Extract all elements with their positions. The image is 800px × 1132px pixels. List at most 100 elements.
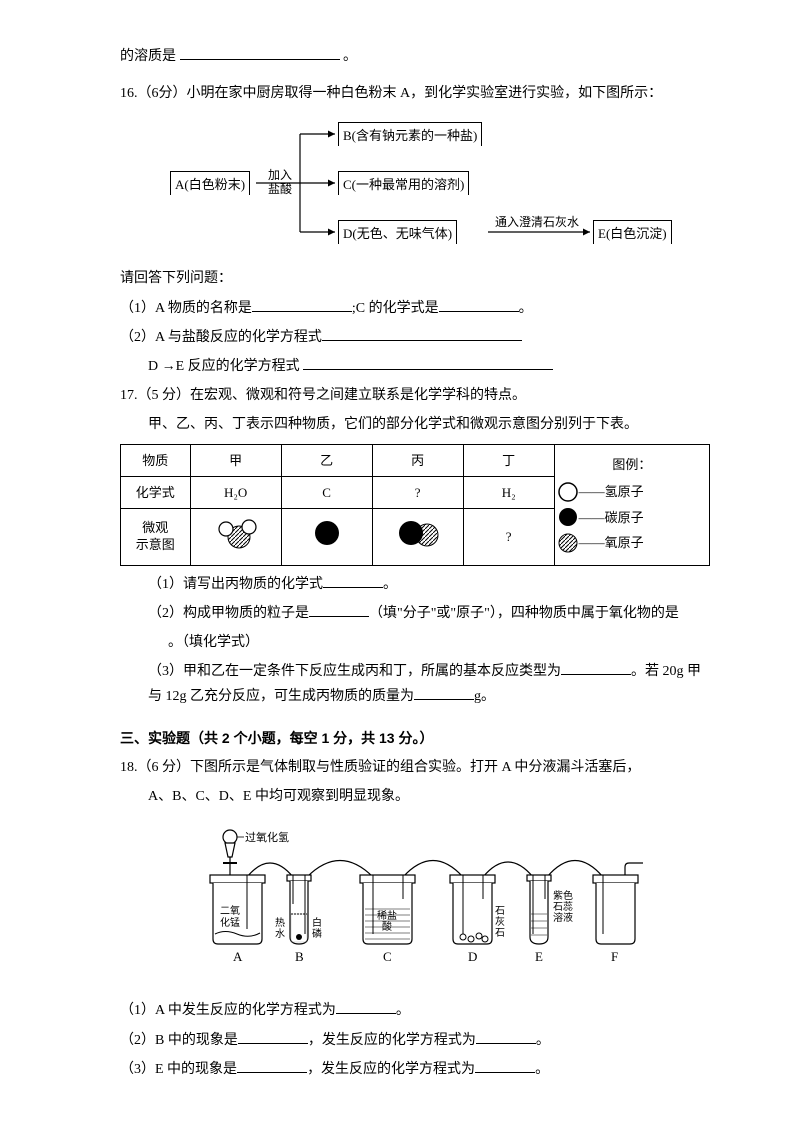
svg-text:酸: 酸 <box>382 920 392 933</box>
q18-p1: （1）A 中发生反应的化学方程式为 。 <box>120 998 710 1023</box>
q18-p2b: ，发生反应的化学方程式为 <box>308 1033 476 1048</box>
box-c: C(一种最常用的溶剂) <box>338 171 469 195</box>
bottle-c-label: C <box>383 949 392 964</box>
svg-text:水: 水 <box>275 928 285 940</box>
q17-p1: （1）请写出丙物质的化学式 。 <box>120 572 710 597</box>
bottle-f-label: F <box>611 949 618 964</box>
legend-title: 图例： <box>557 453 707 476</box>
flow-svg: A(白色粉末) 加入 盐酸 B(含有钠元素的一种盐) C(一种最常用的溶剂) D… <box>160 116 680 256</box>
blank[interactable] <box>322 340 522 341</box>
tube-e: 紫色石蕊溶液 E <box>527 875 573 964</box>
q18-p3: （3）E 中的现象是 ，发生反应的化学方程式为 。 <box>120 1057 710 1082</box>
tube-b: 热水 白磷 B <box>275 875 322 964</box>
blank[interactable] <box>303 369 553 370</box>
svg-text:灰: 灰 <box>495 915 505 928</box>
q16-stem: 16.（6分）小明在家中厨房取得一种白色粉末 A，到化学实验室进行实验，如下图所… <box>120 81 710 106</box>
q18-p3b: ，发生反应的化学方程式为 <box>307 1062 475 1077</box>
bottle-f: F <box>593 863 643 964</box>
micro-jia <box>190 509 281 565</box>
cell-c: C <box>281 476 372 508</box>
end: 。 <box>519 301 533 316</box>
svg-text:白: 白 <box>312 916 322 929</box>
svg-text:紫色: 紫色 <box>553 889 573 902</box>
blank[interactable] <box>237 1072 307 1073</box>
th-bing: 丙 <box>372 444 463 476</box>
bottle-e-label: E <box>535 949 543 964</box>
q17-table: 物质 甲 乙 丙 丁 图例： ——氢原子 ——碳原子 ——氧原子 化学式 H₂O… <box>120 444 710 566</box>
blank[interactable] <box>336 1013 396 1014</box>
th-yi: 乙 <box>281 444 372 476</box>
intro-end: 。 <box>343 49 357 64</box>
pass-label: 通入澄清石灰水 <box>495 214 579 229</box>
c-atom-icon <box>557 506 579 528</box>
q17-stem2: 甲、乙、丙、丁表示四种物质，它们的部分化学式和微观示意图分别列于下表。 <box>120 412 710 437</box>
row1-label: 化学式 <box>121 476 191 508</box>
cell-q: ? <box>372 476 463 508</box>
q16-flow-diagram: A(白色粉末) 加入 盐酸 B(含有钠元素的一种盐) C(一种最常用的溶剂) D… <box>160 116 680 256</box>
section3-title: 三、实验题（共 2 个小题，每空 1 分，共 13 分。） <box>120 726 710 751</box>
q18-p3a: （3）E 中的现象是 <box>120 1062 237 1077</box>
blank[interactable] <box>475 1072 535 1073</box>
blank[interactable] <box>309 616 369 617</box>
bottle-a: 二氧 化锰 A <box>210 875 265 964</box>
blank[interactable] <box>439 311 519 312</box>
intro-line: 的溶质是 。 <box>120 44 710 69</box>
legend-c: ——碳原子 <box>579 506 644 529</box>
micro-ding: ? <box>463 509 554 565</box>
end: 。 <box>536 1033 550 1048</box>
q18-p2: （2）B 中的现象是，发生反应的化学方程式为。 <box>120 1028 710 1053</box>
q16-p2b-text: D →E 反应的化学方程式 <box>148 359 300 374</box>
q16-p2: （2）A 与盐酸反应的化学方程式 <box>120 325 710 350</box>
blank[interactable] <box>414 699 474 700</box>
legend-h: ——氢原子 <box>579 480 644 503</box>
th-jia: 甲 <box>190 444 281 476</box>
end: 。 <box>396 1003 410 1018</box>
q18-stem: 18.（6 分）下图所示是气体制取与性质验证的组合实验。打开 A 中分液漏斗活塞… <box>120 755 710 780</box>
q17-p2b: （填"分子"或"原子"），四种物质中属于氧化物的是 <box>369 606 679 621</box>
q17-stem: 17.（5 分）在宏观、微观和符号之间建立联系是化学学科的特点。 <box>120 383 710 408</box>
blank[interactable] <box>561 674 631 675</box>
end: 。 <box>535 1062 549 1077</box>
q18-stem2: A、B、C、D、E 中均可观察到明显现象。 <box>120 784 710 809</box>
blank[interactable] <box>323 587 383 588</box>
q17-p3c: g。 <box>474 689 495 704</box>
cell-h2: H₂ <box>463 476 554 508</box>
bottle-b-label: B <box>295 949 304 964</box>
svg-text:热: 热 <box>275 916 285 929</box>
intro-text: 的溶质是 <box>120 49 176 64</box>
cell-h2o: H₂O <box>190 476 281 508</box>
svg-text:石蕊: 石蕊 <box>553 901 573 913</box>
svg-text:石: 石 <box>495 906 505 917</box>
box-e: E(白色沉淀) <box>593 220 672 244</box>
blank[interactable] <box>238 1043 308 1044</box>
bottle-d-label: D <box>468 949 477 964</box>
q16-p1b: ;C 的化学式是 <box>352 301 439 316</box>
svg-text:二氧: 二氧 <box>220 904 240 917</box>
svg-text:溶液: 溶液 <box>553 911 573 924</box>
end: 。 <box>383 577 397 592</box>
h-atom-icon <box>557 481 579 503</box>
q16-p2a: （2）A 与盐酸反应的化学方程式 <box>120 330 322 345</box>
q16-p2b: D →E 反应的化学方程式 <box>120 354 710 379</box>
box-a: A(白色粉末) <box>170 171 250 195</box>
q16-p1: （1）A 物质的名称是;C 的化学式是。 <box>120 296 710 321</box>
box-d: D(无色、无味气体) <box>338 220 457 244</box>
q18-p1-text: （1）A 中发生反应的化学方程式为 <box>120 1003 336 1018</box>
blank[interactable] <box>252 311 352 312</box>
blank[interactable] <box>476 1043 536 1044</box>
svg-text:稀盐: 稀盐 <box>377 909 397 922</box>
blank[interactable] <box>180 59 340 60</box>
q17-p1-text: （1）请写出丙物质的化学式 <box>148 577 323 592</box>
bottle-a-label: A <box>233 949 243 964</box>
add-label1: 加入 <box>268 168 292 182</box>
svg-text:磷: 磷 <box>312 927 322 940</box>
box-b: B(含有钠元素的一种盐) <box>338 122 482 146</box>
svg-text:石: 石 <box>495 928 505 939</box>
q16-ask: 请回答下列问题： <box>120 266 710 291</box>
micro-yi <box>281 509 372 565</box>
th-ding: 丁 <box>463 444 554 476</box>
svg-text:化锰: 化锰 <box>220 916 240 929</box>
bottle-c: 稀盐酸 C <box>360 875 415 964</box>
q17-p2a: （2）构成甲物质的粒子是 <box>148 606 309 621</box>
q17-p2: （2）构成甲物质的粒子是 （填"分子"或"原子"），四种物质中属于氧化物的是 <box>120 601 710 626</box>
